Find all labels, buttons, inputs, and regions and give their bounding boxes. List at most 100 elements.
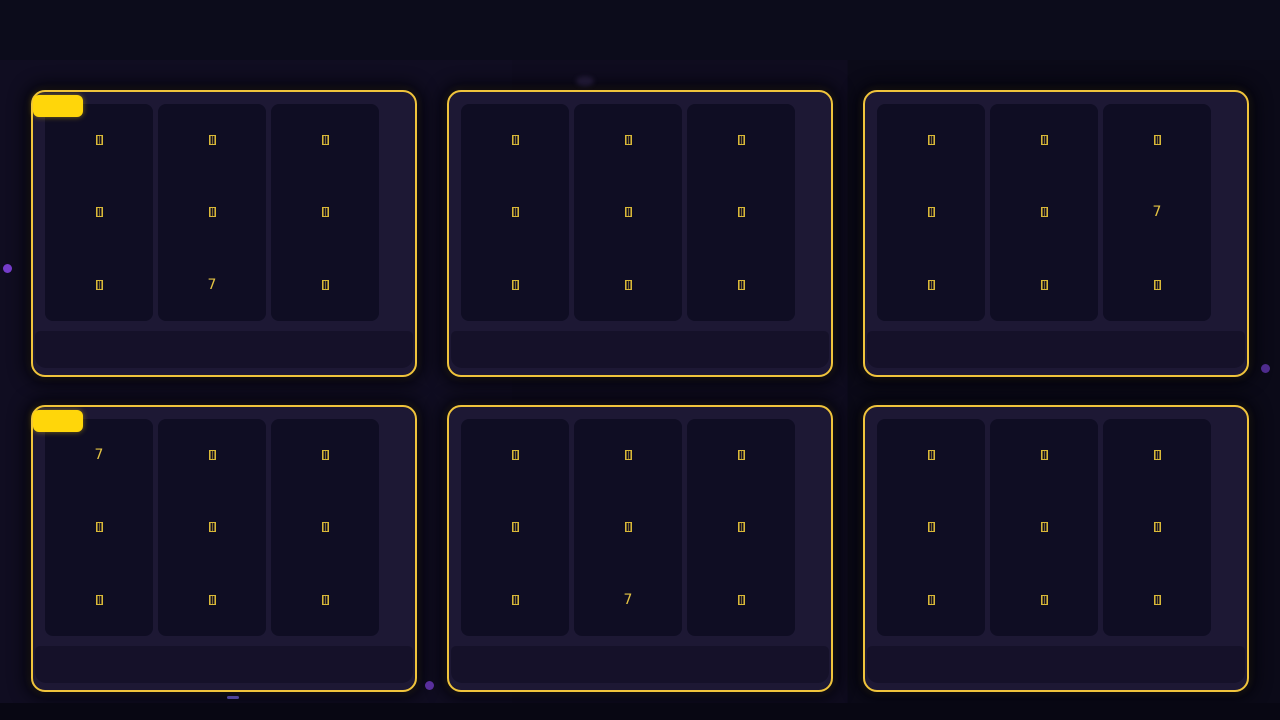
- missing-glyph-symbol-icon: [511, 279, 519, 290]
- reel-1: [877, 104, 985, 321]
- symbol-slot: [271, 104, 379, 176]
- symbol-slot: [1103, 419, 1211, 491]
- slot-machine-2[interactable]: [447, 90, 833, 377]
- symbol-slot: [45, 176, 153, 248]
- symbol-slot: [461, 564, 569, 636]
- missing-glyph-symbol-icon: [927, 207, 935, 218]
- missing-glyph-symbol-icon: [208, 522, 216, 533]
- reel-2: [158, 419, 266, 636]
- missing-glyph-symbol-icon: [321, 207, 329, 218]
- symbol-slot: [990, 419, 1098, 491]
- casino-floor: 7 7 7 7: [0, 60, 1280, 720]
- symbol-slot: [158, 564, 266, 636]
- missing-glyph-symbol-icon: [737, 279, 745, 290]
- missing-glyph-symbol-icon: [737, 594, 745, 605]
- slot-machine-3[interactable]: 7: [863, 90, 1249, 377]
- symbol-slot: [45, 491, 153, 563]
- missing-glyph-symbol-icon: [208, 207, 216, 218]
- symbol-slot: 7: [1103, 176, 1211, 248]
- symbol-slot: 7: [574, 564, 682, 636]
- reel-1: [461, 419, 569, 636]
- symbol-slot: [271, 249, 379, 321]
- symbol-slot: [687, 491, 795, 563]
- machine-footer: [867, 646, 1245, 683]
- missing-glyph-symbol-icon: [95, 522, 103, 533]
- missing-glyph-symbol-icon: [511, 135, 519, 146]
- reel-3: [271, 104, 379, 321]
- reel-3: [1103, 419, 1211, 636]
- slot-machine-4[interactable]: 7: [31, 405, 417, 692]
- missing-glyph-symbol-icon: [321, 135, 329, 146]
- reels: [461, 104, 795, 321]
- symbol-slot: [687, 419, 795, 491]
- missing-glyph-symbol-icon: [737, 207, 745, 218]
- missing-glyph-symbol-icon: [927, 594, 935, 605]
- symbol-slot: [574, 104, 682, 176]
- missing-glyph-symbol-icon: [624, 207, 632, 218]
- slot-machine-1[interactable]: 7: [31, 90, 417, 377]
- symbol-slot: [877, 491, 985, 563]
- symbol-slot: [990, 104, 1098, 176]
- missing-glyph-symbol-icon: [737, 450, 745, 461]
- symbol-slot: [574, 491, 682, 563]
- missing-glyph-symbol-icon: [208, 135, 216, 146]
- symbol-slot: [158, 176, 266, 248]
- reel-1: [877, 419, 985, 636]
- symbol-slot: [461, 104, 569, 176]
- symbol-slot: 7: [45, 419, 153, 491]
- missing-glyph-symbol-icon: [208, 450, 216, 461]
- machines-grid: 7 7 7 7: [31, 90, 1249, 692]
- symbol-slot: [574, 419, 682, 491]
- missing-glyph-symbol-icon: [1153, 450, 1161, 461]
- reel-3: [271, 419, 379, 636]
- missing-glyph-symbol-icon: [1040, 594, 1048, 605]
- reel-2: [990, 419, 1098, 636]
- missing-glyph-symbol-icon: [321, 450, 329, 461]
- symbol-slot: [877, 419, 985, 491]
- machine-badge: [33, 410, 83, 432]
- symbol-slot: [687, 564, 795, 636]
- missing-glyph-symbol-icon: [927, 279, 935, 290]
- missing-glyph-symbol-icon: [321, 594, 329, 605]
- symbol-slot: [1103, 491, 1211, 563]
- reel-2: 7: [158, 104, 266, 321]
- bottom-bar: [0, 703, 1280, 720]
- reel-2: [574, 104, 682, 321]
- missing-glyph-symbol-icon: [737, 522, 745, 533]
- symbol-slot: [687, 249, 795, 321]
- missing-glyph-symbol-icon: [624, 450, 632, 461]
- machine-footer: [451, 331, 829, 368]
- missing-glyph-symbol-icon: [511, 522, 519, 533]
- missing-glyph-symbol-icon: [321, 522, 329, 533]
- missing-glyph-symbol-icon: [927, 450, 935, 461]
- reel-3: [687, 419, 795, 636]
- symbol-slot: [877, 249, 985, 321]
- symbol-slot: [687, 176, 795, 248]
- seven-symbol: 7: [623, 591, 633, 608]
- symbol-slot: [990, 176, 1098, 248]
- symbol-slot: [461, 176, 569, 248]
- symbol-slot: [687, 104, 795, 176]
- slot-machine-6[interactable]: [863, 405, 1249, 692]
- missing-glyph-symbol-icon: [1153, 279, 1161, 290]
- machine-badge: [33, 95, 83, 117]
- machine-footer: [867, 331, 1245, 368]
- machine-footer: [35, 646, 413, 683]
- missing-glyph-symbol-icon: [95, 279, 103, 290]
- reels: 7: [45, 104, 379, 321]
- symbol-slot: [990, 491, 1098, 563]
- reels: 7: [461, 419, 795, 636]
- symbol-slot: [271, 564, 379, 636]
- symbol-slot: [45, 564, 153, 636]
- slot-machine-5[interactable]: 7: [447, 405, 833, 692]
- symbol-slot: [990, 249, 1098, 321]
- symbol-slot: [158, 491, 266, 563]
- missing-glyph-symbol-icon: [1040, 279, 1048, 290]
- reel-1: [461, 104, 569, 321]
- symbol-slot: 7: [158, 249, 266, 321]
- reels: 7: [45, 419, 379, 636]
- missing-glyph-symbol-icon: [321, 279, 329, 290]
- top-bar: [0, 0, 1280, 60]
- missing-glyph-symbol-icon: [208, 594, 216, 605]
